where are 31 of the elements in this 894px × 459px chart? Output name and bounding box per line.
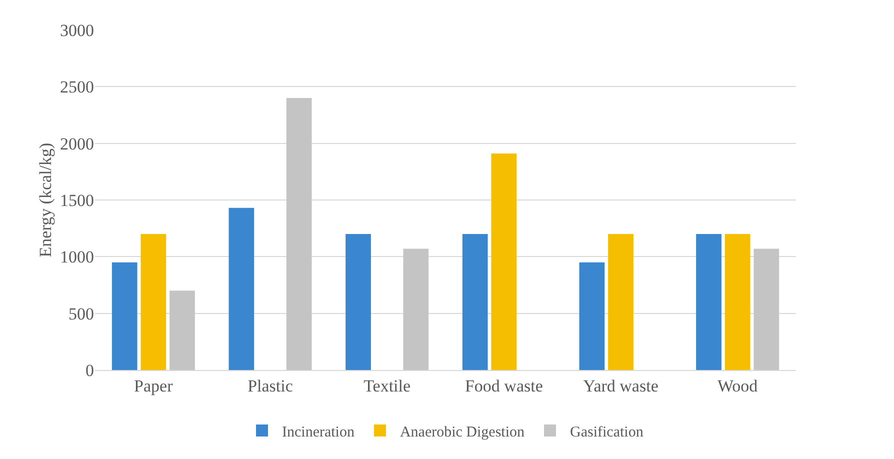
x-tick-label: Plastic [248, 376, 294, 396]
x-tick-label: Wood [717, 376, 758, 396]
bar [286, 98, 312, 370]
legend-label: Incineration [282, 424, 355, 440]
bar [228, 208, 254, 370]
y-axis-title: Energy (kcal/kg) [36, 142, 55, 258]
x-tick-label: Food waste [464, 376, 543, 396]
legend-label: Gasification [570, 424, 644, 440]
bar [462, 234, 488, 370]
y-tick-label: 500 [68, 304, 94, 324]
x-tick-label: Textile [364, 376, 411, 396]
y-tick-label: 3000 [60, 20, 94, 40]
bar [579, 262, 605, 370]
y-tick-label: 2000 [60, 134, 94, 154]
y-tick-label: 2500 [60, 78, 94, 97]
x-tick-label: Paper [134, 376, 174, 396]
legend-label: Anaerobic Digestion [400, 424, 526, 440]
bar [346, 234, 371, 370]
y-tick-label: 0 [86, 360, 94, 380]
bar [112, 262, 138, 370]
bar [696, 234, 722, 370]
y-tick-label: 1500 [60, 190, 94, 210]
bar [608, 234, 634, 370]
bar [403, 248, 429, 370]
bar [140, 234, 166, 370]
bar [491, 154, 517, 370]
x-tick-label: Yard waste [583, 376, 658, 396]
bar [724, 234, 750, 370]
bar [754, 248, 780, 370]
y-tick-label: 1000 [60, 248, 94, 267]
bar [170, 290, 195, 370]
